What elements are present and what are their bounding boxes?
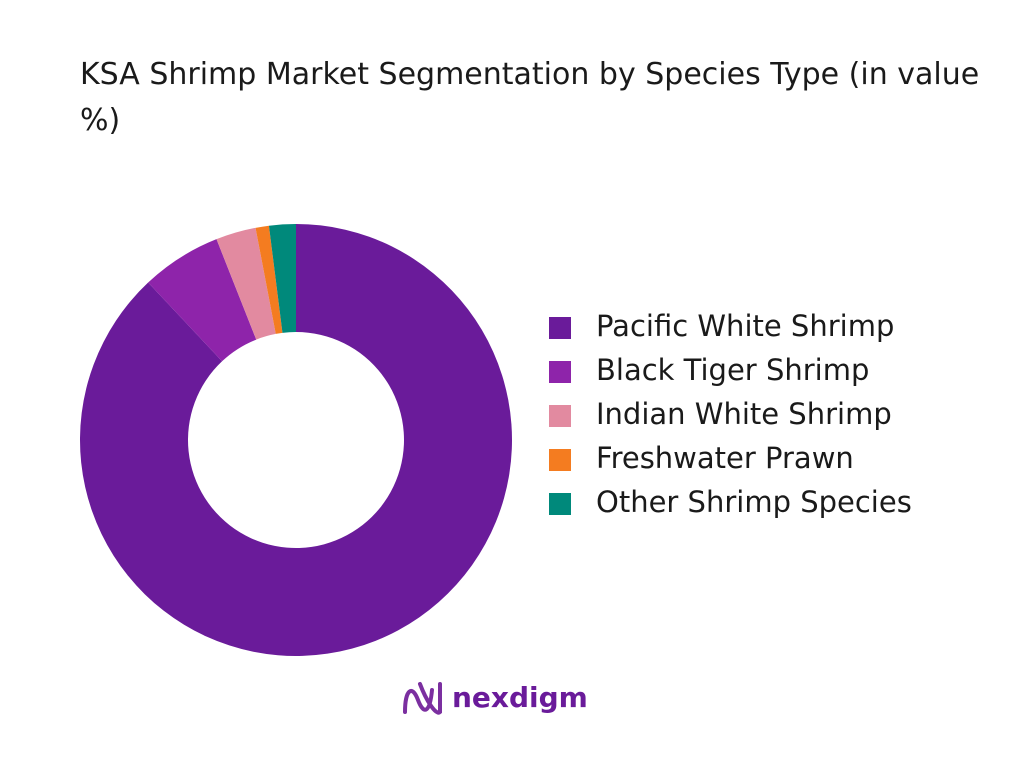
chart-title: KSA Shrimp Market Segmentation by Specie…: [80, 57, 980, 138]
donut-slice: [268, 224, 296, 333]
legend-label: Freshwater Prawn: [596, 441, 854, 475]
legend-swatch: [549, 361, 571, 383]
logo-icon: [403, 682, 442, 715]
legend-label: Black Tiger Shrimp: [596, 353, 869, 387]
donut-slice: [255, 225, 283, 334]
legend-swatch: [549, 405, 571, 427]
donut-slice: [80, 224, 513, 657]
legend-label: Other Shrimp Species: [596, 485, 912, 519]
legend-swatch: [549, 493, 571, 515]
logo: nexdigm: [403, 681, 588, 715]
legend-label: Indian White Shrimp: [596, 397, 892, 431]
legend-swatch: [549, 449, 571, 471]
legend-label: Pacific White Shrimp: [596, 309, 894, 343]
logo-text: nexdigm: [452, 681, 588, 714]
legend-swatch: [549, 317, 571, 339]
donut-slice: [216, 227, 276, 340]
donut-slice: [148, 239, 257, 362]
